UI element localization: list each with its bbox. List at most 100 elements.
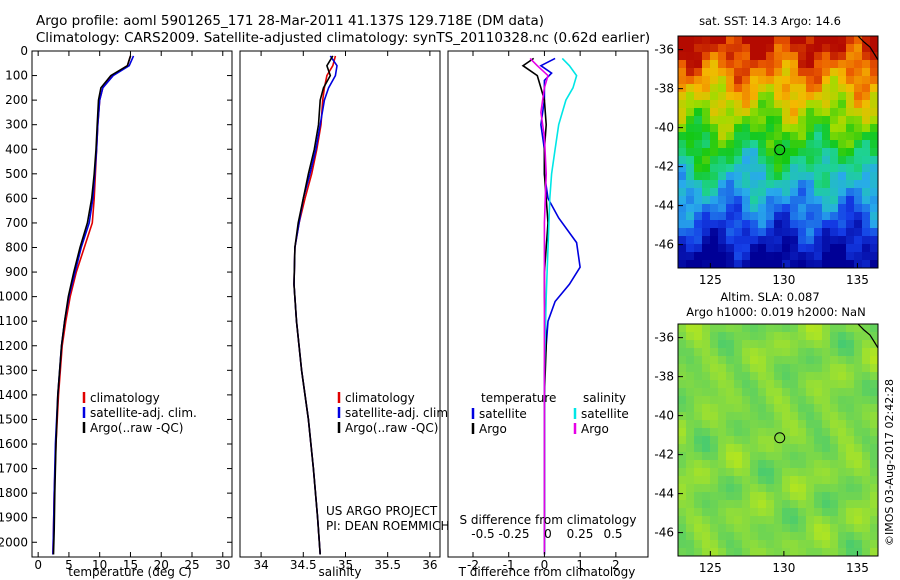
map-cell — [846, 52, 855, 61]
map-cell — [838, 420, 847, 429]
map-cell — [726, 364, 735, 373]
map-cell — [766, 180, 775, 189]
map-cell — [806, 492, 815, 501]
map-cell — [734, 196, 743, 205]
map-cell — [726, 220, 735, 229]
sst-map-coastline — [857, 36, 878, 61]
map-cell — [790, 332, 799, 341]
map-cell — [686, 84, 695, 93]
map-cell — [734, 204, 743, 213]
map-cell — [742, 484, 751, 493]
map-cell — [750, 476, 759, 485]
map-cell — [726, 180, 735, 189]
map-cell — [766, 76, 775, 85]
map-cell — [790, 180, 799, 189]
map-cell — [766, 220, 775, 229]
map-cell — [702, 532, 711, 541]
map-cell — [814, 180, 823, 189]
map-cell — [702, 332, 711, 341]
map-cell — [710, 444, 719, 453]
map-cell — [686, 260, 695, 268]
map-cell — [678, 260, 687, 268]
map-cell — [790, 52, 799, 61]
map-cell — [838, 60, 847, 69]
map-cell — [782, 236, 791, 245]
map-cell — [862, 364, 871, 373]
map-cell — [702, 236, 711, 245]
map-cell — [694, 108, 703, 117]
map-cell — [782, 228, 791, 237]
map-cell — [870, 204, 878, 213]
map-cell — [782, 164, 791, 173]
map-cell — [870, 188, 878, 197]
map-cell — [838, 492, 847, 501]
map-cell — [774, 260, 783, 268]
map-cell — [798, 372, 807, 381]
map-cell — [854, 380, 863, 389]
map-cell — [718, 236, 727, 245]
map-cell — [822, 140, 831, 149]
y-tick-label-14: 1400 — [0, 388, 28, 402]
map-cell — [742, 228, 751, 237]
map-cell — [718, 196, 727, 205]
map-cell — [750, 52, 759, 61]
map-cell — [758, 348, 767, 357]
map-cell — [782, 444, 791, 453]
map-cell — [838, 476, 847, 485]
map-cell — [766, 60, 775, 69]
map-cell — [862, 468, 871, 477]
map-cell — [742, 476, 751, 485]
map-cell — [734, 172, 743, 181]
map-cell — [766, 332, 775, 341]
map-cell — [814, 164, 823, 173]
map-cell — [726, 140, 735, 149]
map-cell — [766, 540, 775, 549]
map-cell — [758, 172, 767, 181]
map-cell — [710, 548, 719, 556]
map-cell — [838, 428, 847, 437]
map-cell — [694, 156, 703, 165]
map-cell — [678, 364, 687, 373]
map-cell — [838, 260, 847, 268]
map-cell — [862, 204, 871, 213]
map-cell — [846, 436, 855, 445]
map-cell — [862, 516, 871, 525]
map-cell — [726, 420, 735, 429]
map-cell — [862, 36, 871, 45]
map-cell — [782, 84, 791, 93]
y-tick-label-6: 600 — [5, 191, 28, 205]
map-cell — [870, 156, 878, 165]
sla-map-coastline — [857, 324, 878, 349]
map-cell — [806, 396, 815, 405]
map-cell — [782, 348, 791, 357]
map-cell — [830, 52, 839, 61]
map-cell — [838, 484, 847, 493]
map-cell — [678, 236, 687, 245]
map-cell — [854, 116, 863, 125]
map-cell — [734, 140, 743, 149]
map-cell — [774, 252, 783, 261]
map-cell — [838, 380, 847, 389]
map-cell — [766, 156, 775, 165]
map-cell — [862, 212, 871, 221]
map-cell — [846, 404, 855, 413]
map-cell — [782, 452, 791, 461]
map-cell — [862, 500, 871, 509]
map-cell — [734, 44, 743, 53]
map-cell — [734, 148, 743, 157]
map-cell — [846, 260, 855, 268]
map-cell — [774, 532, 783, 541]
map-cell — [806, 44, 815, 53]
map-cell — [782, 244, 791, 253]
map-cell — [694, 76, 703, 85]
map-cell — [678, 156, 687, 165]
map-cell — [854, 420, 863, 429]
map-cell — [702, 460, 711, 469]
map-cell — [838, 508, 847, 517]
map-cell — [718, 204, 727, 213]
map-cell — [718, 92, 727, 101]
map-cell — [798, 252, 807, 261]
map-cell — [694, 196, 703, 205]
map-cell — [822, 492, 831, 501]
map-cell — [678, 476, 687, 485]
